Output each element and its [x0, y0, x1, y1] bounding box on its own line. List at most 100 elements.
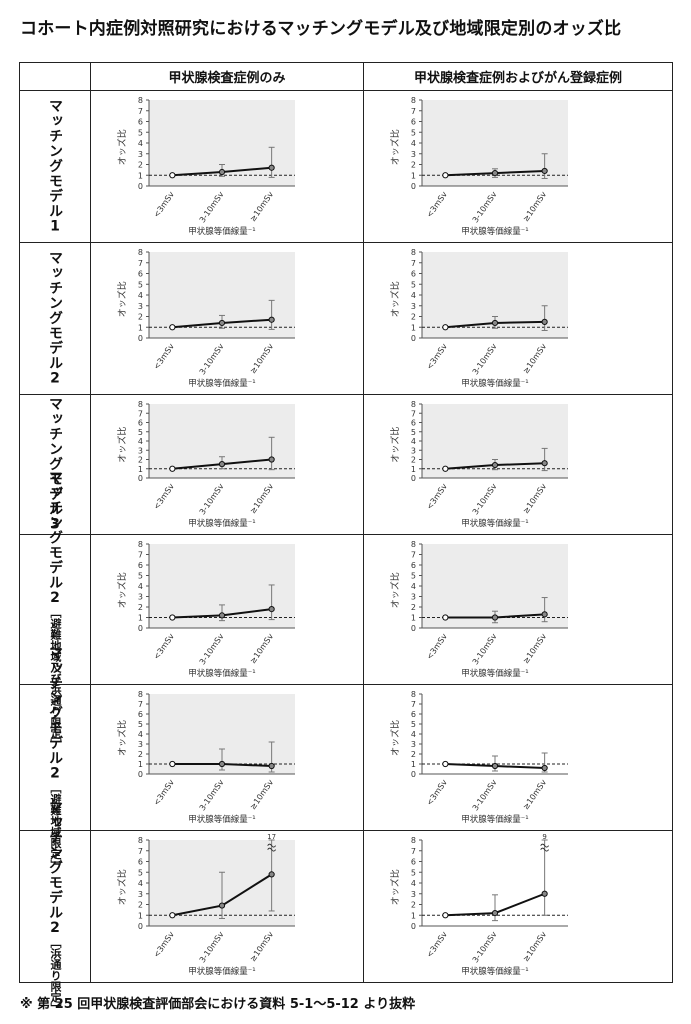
y-tick-label: 1: [411, 911, 416, 920]
y-tick-label: 0: [138, 474, 143, 483]
y-tick-label: 8: [138, 96, 143, 105]
chart-cell: 0 1 2 3 4 5 6 7 8 オッズ比 <3mSv 3-10mSv ≥10mSv 甲状腺等価線量⁻¹: [363, 242, 673, 395]
y-axis-label: オッズ比: [116, 719, 128, 755]
data-point: [268, 870, 275, 878]
y-tick-label: 7: [138, 258, 143, 267]
y-tick-label: 1: [411, 464, 416, 473]
y-tick-label: 8: [411, 248, 416, 257]
data-point: [218, 168, 226, 175]
y-tick-label: 3: [411, 446, 416, 455]
y-tick-label: 6: [411, 418, 416, 427]
y-tick-label: 6: [411, 117, 416, 126]
y-tick-label: 5: [411, 571, 416, 580]
data-point: [491, 909, 499, 916]
x-axis-label: 甲状腺等価線量⁻¹: [461, 814, 528, 825]
data-point: [169, 760, 176, 767]
y-tick-label: 2: [138, 455, 143, 464]
x-tick-label: <3mSv: [425, 189, 449, 218]
x-tick-label: ≥10mSv: [248, 341, 275, 375]
data-point: [268, 164, 275, 171]
y-tick-label: 2: [138, 312, 143, 321]
y-tick-label: 1: [411, 323, 416, 332]
y-tick-label: 7: [138, 106, 143, 115]
ci-upper-label: 9: [542, 833, 546, 841]
data-point: [442, 760, 449, 767]
y-tick-label: 3: [411, 740, 416, 749]
y-tick-label: 3: [138, 740, 143, 749]
y-tick-label: 6: [138, 269, 143, 278]
x-axis-label: 甲状腺等価線量⁻¹: [461, 378, 528, 389]
row-header: マッチングモデル1: [19, 90, 91, 243]
row-label-main: マッチングモデル2: [47, 469, 63, 607]
y-tick-label: 0: [138, 624, 143, 633]
y-tick-label: 0: [138, 770, 143, 779]
x-axis-label: 甲状腺等価線量⁻¹: [461, 966, 528, 977]
x-axis-label: 甲状腺等価線量⁻¹: [188, 378, 255, 389]
x-tick-label: <3mSv: [425, 777, 449, 806]
x-tick-label: 3-10mSv: [471, 189, 499, 224]
x-tick-label: <3mSv: [152, 189, 176, 218]
y-tick-label: 4: [411, 291, 416, 300]
y-axis-label: オッズ比: [389, 719, 401, 755]
y-tick-label: 5: [138, 280, 143, 289]
y-tick-label: 0: [138, 922, 143, 931]
y-tick-label: 4: [411, 879, 416, 888]
y-tick-label: 6: [138, 857, 143, 866]
odds-ratio-table: 甲状腺検査症例のみ 甲状腺検査症例およびがん登録症例 マッチングモデル1 0 1 2 3…: [19, 62, 673, 1014]
x-tick-label: ≥10mSv: [248, 777, 275, 811]
y-tick-label: 7: [411, 258, 416, 267]
corner-cell: [19, 62, 91, 91]
y-tick-label: 0: [411, 474, 416, 483]
data-point: [541, 890, 548, 897]
data-point: [169, 171, 176, 178]
data-point: [491, 762, 499, 769]
x-tick-label: 3-10mSv: [471, 777, 499, 812]
axis-break-mark: [267, 843, 277, 852]
y-tick-label: 2: [411, 900, 416, 909]
data-point: [442, 171, 449, 178]
data-point: [218, 460, 226, 467]
y-tick-label: 8: [138, 836, 143, 845]
row-label: マッチングモデル2［浜通り限定］: [45, 800, 65, 1014]
y-axis-label: オッズ比: [116, 281, 128, 317]
data-point: [541, 764, 548, 771]
x-axis-label: 甲状腺等価線量⁻¹: [188, 814, 255, 825]
y-tick-label: 8: [138, 690, 143, 699]
y-tick-label: 0: [411, 624, 416, 633]
x-axis-label: 甲状腺等価線量⁻¹: [188, 226, 255, 237]
data-point: [491, 461, 499, 468]
y-tick-label: 1: [138, 613, 143, 622]
y-tick-label: 2: [411, 750, 416, 759]
y-tick-label: 3: [411, 889, 416, 898]
row-label-main: マッチングモデル2: [47, 645, 63, 782]
x-tick-label: 3-10mSv: [471, 631, 499, 666]
y-tick-label: 7: [138, 846, 143, 855]
y-axis-label: オッズ比: [116, 426, 128, 462]
y-tick-label: 1: [138, 760, 143, 769]
x-tick-label: 3-10mSv: [198, 777, 226, 812]
chart-cell: 0 1 2 3 4 5 6 7 8 オッズ比 17 <3mSv 3-10mSv ≥10mSv 甲状腺等価線量…: [90, 830, 364, 983]
y-tick-label: 0: [411, 922, 416, 931]
y-tick-label: 4: [411, 730, 416, 739]
y-tick-label: 5: [411, 720, 416, 729]
chart-cell: 0 1 2 3 4 5 6 7 8 オッズ比 <3mSv 3-10mSv ≥10mSv 甲状腺等価線量⁻¹: [363, 684, 673, 831]
y-tick-label: 1: [411, 171, 416, 180]
y-tick-label: 3: [138, 889, 143, 898]
y-tick-label: 8: [411, 836, 416, 845]
row-label: マッチングモデル1: [45, 98, 65, 235]
y-axis-label: オッズ比: [389, 869, 401, 905]
x-axis-label: 甲状腺等価線量⁻¹: [461, 226, 528, 237]
y-tick-label: 0: [138, 334, 143, 343]
chart-cell: 0 1 2 3 4 5 6 7 8 オッズ比 <3mSv 3-10mSv ≥10mSv 甲状腺等価線量⁻¹: [363, 534, 673, 685]
x-tick-label: ≥10mSv: [521, 481, 548, 515]
x-tick-label: <3mSv: [152, 481, 176, 510]
y-tick-label: 2: [411, 455, 416, 464]
row-label-main: マッチングモデル1: [47, 98, 63, 235]
row-label: マッチングモデル2: [45, 250, 65, 387]
